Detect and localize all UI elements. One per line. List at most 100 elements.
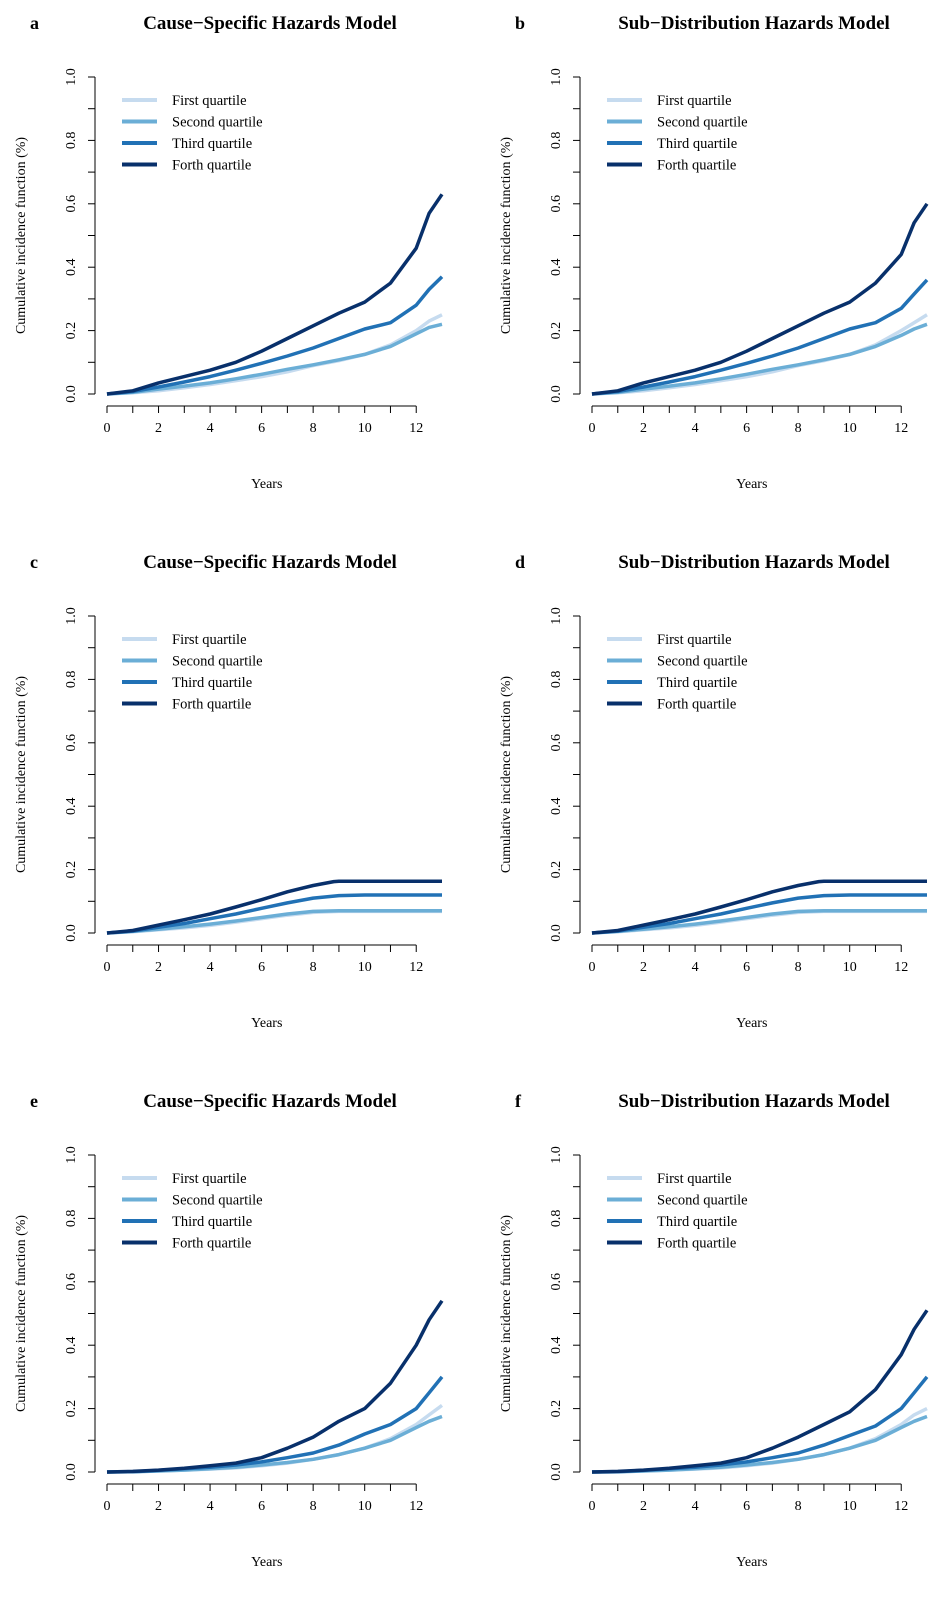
y-axis-label: Cumulative incidence function (%) [499, 137, 514, 334]
x-tick-label: 0 [104, 1499, 111, 1514]
panel-letter: d [515, 552, 525, 572]
x-tick-label: 2 [640, 960, 647, 975]
x-tick-label: 2 [640, 1499, 647, 1514]
x-tick-label: 8 [310, 421, 317, 436]
panel-letter: a [30, 13, 39, 33]
y-tick-label: 0.8 [64, 132, 79, 150]
x-tick-label: 0 [589, 421, 596, 436]
chart-title: Sub−Distribution Hazards Model [618, 1091, 890, 1112]
chart-panel-b: b Sub−Distribution Hazards Model 0.0 0.2 0.4… [499, 13, 929, 492]
y-tick-label: 1.0 [549, 607, 564, 625]
x-tick-label: 8 [310, 960, 317, 975]
x-tick-label: 4 [207, 1499, 214, 1514]
series-line-4 [106, 193, 444, 396]
legend-label: First quartile [172, 1171, 247, 1187]
x-tick-label: 6 [258, 421, 265, 436]
x-tick-label: 10 [843, 1499, 857, 1514]
chart-panel-a: a Cause−Specific Hazards Model 0.0 0.2 0.4 0.… [14, 13, 444, 492]
x-axis-label: Years [736, 477, 767, 492]
y-tick-label: 0.0 [549, 924, 564, 942]
legend-label: Forth quartile [172, 158, 251, 174]
series-line-2 [591, 909, 927, 935]
series-line-4 [591, 879, 927, 935]
x-tick-label: 4 [207, 960, 214, 975]
legend-label: Second quartile [172, 1193, 263, 1209]
y-tick-label: 0.8 [549, 671, 564, 689]
series-line-3 [591, 278, 929, 396]
y-tick-label: 0.8 [549, 132, 564, 150]
x-tick-label: 10 [358, 421, 372, 436]
y-axis-label: Cumulative incidence function (%) [14, 676, 29, 873]
legend-label: Third quartile [172, 136, 252, 152]
x-tick-label: 12 [894, 960, 908, 975]
x-tick-label: 4 [207, 421, 214, 436]
chart-title: Cause−Specific Hazards Model [143, 552, 397, 573]
y-tick-label: 0.2 [64, 322, 79, 340]
panel-letter: f [515, 1091, 522, 1111]
series-line-4 [106, 879, 442, 935]
x-axis-label: Years [251, 477, 282, 492]
x-tick-label: 8 [795, 960, 802, 975]
legend-label: Third quartile [657, 675, 737, 691]
legend-label: Third quartile [172, 675, 252, 691]
x-tick-label: 2 [155, 421, 162, 436]
x-tick-label: 12 [409, 1499, 423, 1514]
x-tick-label: 4 [692, 421, 699, 436]
y-tick-label: 0.0 [64, 924, 79, 942]
x-tick-label: 12 [894, 421, 908, 436]
x-tick-label: 0 [589, 1499, 596, 1514]
y-tick-label: 0.6 [64, 734, 79, 752]
x-tick-label: 12 [409, 421, 423, 436]
series-line-2 [106, 909, 442, 935]
x-tick-label: 6 [743, 421, 750, 436]
x-tick-label: 4 [692, 1499, 699, 1514]
y-tick-label: 1.0 [64, 68, 79, 86]
chart-panel-d: d Sub−Distribution Hazards Model 0.0 0.2 0.4… [499, 552, 927, 1031]
legend-label: Third quartile [172, 1214, 252, 1230]
x-tick-label: 10 [358, 960, 372, 975]
chart-title: Sub−Distribution Hazards Model [618, 13, 890, 34]
x-axis-label: Years [736, 1555, 767, 1570]
series-line-3 [106, 275, 444, 396]
series-line-4 [106, 1299, 444, 1474]
legend-label: Forth quartile [657, 158, 736, 174]
x-tick-label: 8 [795, 1499, 802, 1514]
x-tick-label: 8 [310, 1499, 317, 1514]
y-tick-label: 0.4 [549, 1336, 564, 1354]
x-axis-label: Years [736, 1016, 767, 1031]
series-line-4 [591, 202, 929, 396]
legend-label: Third quartile [657, 1214, 737, 1230]
y-axis-label: Cumulative incidence function (%) [499, 1215, 514, 1412]
chart-panel-e: e Cause−Specific Hazards Model 0.0 0.2 0.4 0.… [14, 1091, 444, 1570]
x-tick-label: 10 [358, 1499, 372, 1514]
series-line-4 [591, 1309, 929, 1474]
legend-label: Second quartile [657, 1193, 748, 1209]
y-tick-label: 0.8 [549, 1210, 564, 1228]
x-tick-label: 6 [258, 960, 265, 975]
y-tick-label: 0.6 [549, 1273, 564, 1291]
x-tick-label: 10 [843, 421, 857, 436]
y-tick-label: 0.2 [64, 1400, 79, 1418]
x-tick-label: 2 [155, 1499, 162, 1514]
y-tick-label: 0.4 [549, 258, 564, 276]
y-tick-label: 0.0 [549, 385, 564, 403]
x-tick-label: 6 [743, 960, 750, 975]
series-line-3 [591, 1375, 929, 1474]
chart-title: Cause−Specific Hazards Model [143, 13, 397, 34]
x-axis-label: Years [251, 1555, 282, 1570]
x-tick-label: 0 [104, 421, 111, 436]
y-tick-label: 0.4 [549, 797, 564, 815]
y-tick-label: 0.8 [64, 671, 79, 689]
legend-label: Forth quartile [657, 1236, 736, 1252]
legend-label: Third quartile [657, 136, 737, 152]
x-tick-label: 12 [894, 1499, 908, 1514]
y-axis-label: Cumulative incidence function (%) [14, 137, 29, 334]
legend-label: Forth quartile [657, 697, 736, 713]
y-axis-label: Cumulative incidence function (%) [14, 1215, 29, 1412]
y-tick-label: 0.0 [64, 385, 79, 403]
y-tick-label: 0.4 [64, 1336, 79, 1354]
y-tick-label: 0.2 [549, 322, 564, 340]
x-tick-label: 6 [258, 1499, 265, 1514]
y-tick-label: 0.2 [64, 861, 79, 879]
